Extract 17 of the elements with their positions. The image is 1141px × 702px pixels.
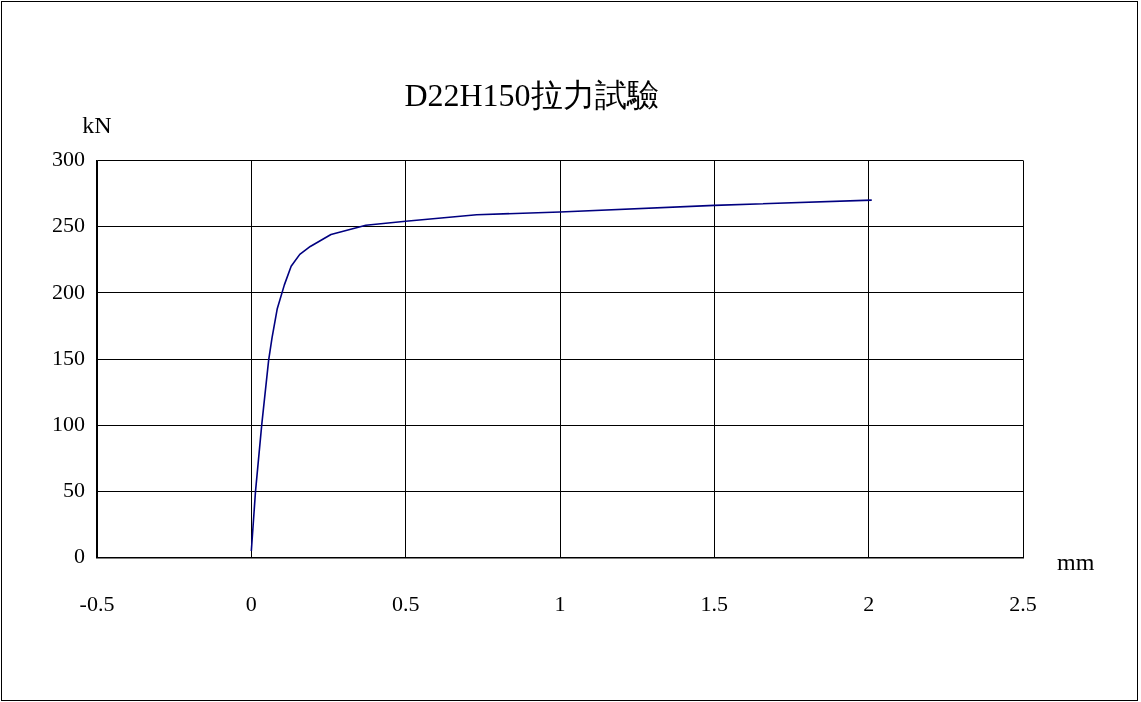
y-tick-label: 100 xyxy=(52,410,85,436)
x-tick-label: 0.5 xyxy=(391,590,420,616)
y-tick-label: 200 xyxy=(52,278,85,304)
y-axis-title: kN xyxy=(82,111,112,138)
x-tick-label: 0 xyxy=(245,590,257,616)
x-axis-title: mm xyxy=(1057,548,1095,575)
y-tick-label: 50 xyxy=(63,477,85,503)
x-tick-label: -0.5 xyxy=(79,590,115,616)
y-tick-label: 0 xyxy=(74,543,85,569)
y-tick-label: 300 xyxy=(52,146,85,172)
x-tick-label: 1 xyxy=(554,590,566,616)
y-tick-label: 250 xyxy=(52,212,85,238)
x-tick-label: 2.5 xyxy=(1009,590,1037,616)
y-tick-label: 150 xyxy=(52,344,85,370)
x-tick-label: 1.5 xyxy=(700,590,729,616)
chart-title: D22H150拉力試驗 xyxy=(404,76,659,113)
x-tick-label: 2 xyxy=(863,590,875,616)
